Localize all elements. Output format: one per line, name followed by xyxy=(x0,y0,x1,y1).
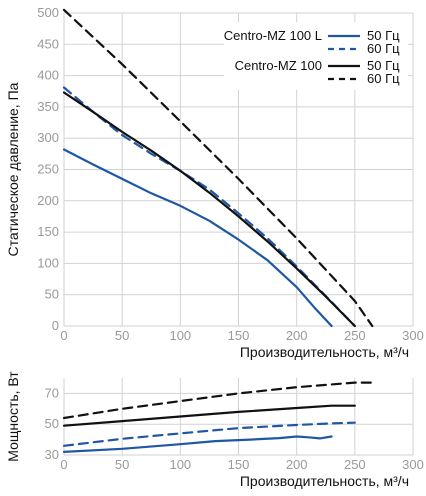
pressure-y-tick-label: 200 xyxy=(37,193,59,208)
pressure-y-axis-title: Статическое давление, Па xyxy=(5,82,21,256)
legend-entry-label: 60 Гц xyxy=(367,71,400,86)
pressure-x-tick-label: 300 xyxy=(402,328,424,343)
legend-model-label: Centro-MZ 100 xyxy=(235,58,322,73)
pressure-y-tick-label: 450 xyxy=(37,36,59,51)
pressure-x-tick-label: 250 xyxy=(344,328,366,343)
pressure-x-tick-label: 0 xyxy=(60,328,67,343)
legend-entry-label: 50 Гц xyxy=(367,58,400,73)
pressure-series-line xyxy=(62,148,333,328)
power-x-tick-label: 150 xyxy=(228,457,250,472)
pressure-y-tick-label: 50 xyxy=(45,287,59,302)
power-series-line xyxy=(62,404,356,427)
legend-entry-label: 50 Гц xyxy=(367,28,400,43)
pressure-series-line xyxy=(62,86,356,328)
power-series-line xyxy=(62,435,333,453)
pressure-x-tick-label: 100 xyxy=(169,328,191,343)
pressure-y-tick-label: 0 xyxy=(52,318,59,333)
power-y-tick-label: 50 xyxy=(45,416,59,431)
power-x-tick-label: 200 xyxy=(286,457,308,472)
pressure-x-tick-label: 50 xyxy=(115,328,129,343)
pressure-y-tick-label: 350 xyxy=(37,99,59,114)
legend-background xyxy=(224,22,408,90)
power-y-axis-title: Мощность, Вт xyxy=(5,371,21,462)
power-x-tick-label: 250 xyxy=(344,457,366,472)
pressure-x-tick-label: 150 xyxy=(228,328,250,343)
power-x-axis-title: Производительность, м³/ч xyxy=(240,473,409,489)
power-series-line xyxy=(62,381,374,420)
pressure-y-tick-label: 250 xyxy=(37,162,59,177)
pressure-x-tick-label: 200 xyxy=(286,328,308,343)
pressure-y-tick-label: 400 xyxy=(37,68,59,83)
legend-entry-label: 60 Гц xyxy=(367,41,400,56)
legend-model-label: Centro-MZ 100 L xyxy=(224,28,322,43)
power-y-tick-label: 70 xyxy=(45,385,59,400)
power-x-tick-label: 300 xyxy=(402,457,424,472)
pressure-y-tick-label: 500 xyxy=(37,5,59,20)
power-x-tick-label: 100 xyxy=(169,457,191,472)
power-y-tick-label: 30 xyxy=(45,447,59,462)
pressure-series-line xyxy=(62,91,356,328)
pressure-x-axis-title: Производительность, м³/ч xyxy=(240,344,409,360)
power-x-tick-label: 0 xyxy=(60,457,67,472)
pressure-y-tick-label: 150 xyxy=(37,224,59,239)
pressure-y-tick-label: 300 xyxy=(37,130,59,145)
power-x-tick-label: 50 xyxy=(115,457,129,472)
pressure-series-line xyxy=(62,8,374,328)
pressure-y-tick-label: 100 xyxy=(37,255,59,270)
